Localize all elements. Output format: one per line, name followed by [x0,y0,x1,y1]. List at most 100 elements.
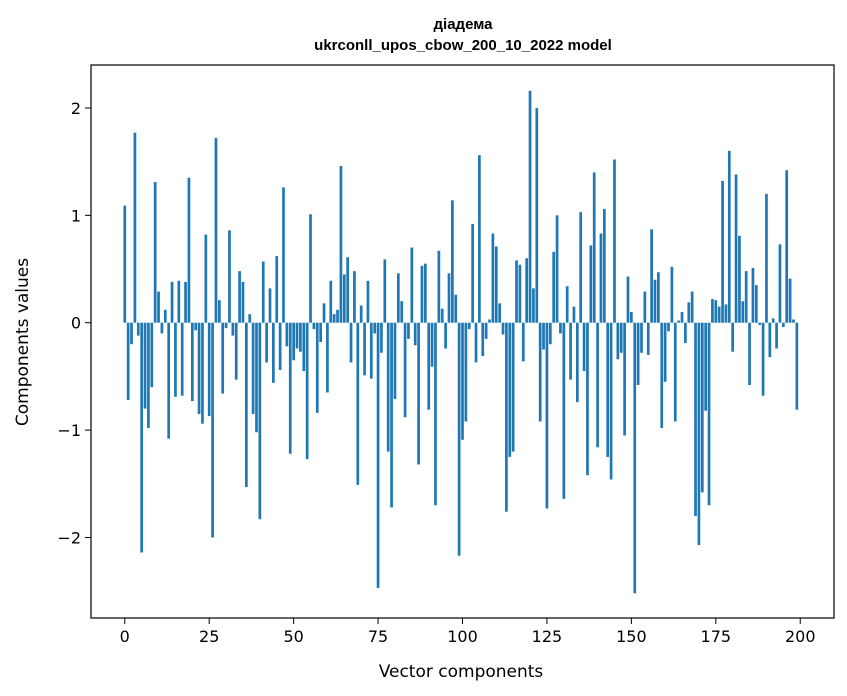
bar [545,322,549,509]
y-tick-label: −1 [57,421,81,440]
bar [231,322,235,336]
bar [717,306,721,323]
y-tick-label: 0 [71,314,81,333]
x-tick-label: 125 [532,627,563,646]
bar [471,223,474,323]
x-tick-label: 175 [701,627,732,646]
bar [741,301,745,323]
bar [626,276,630,323]
bar [265,322,268,363]
bar [599,233,603,323]
bar [383,259,387,323]
bar [609,322,613,480]
bar [373,322,377,334]
bar [535,107,539,323]
bar [494,246,498,323]
y-tick-label: 1 [71,206,81,225]
bar [707,322,711,506]
bar [444,322,447,349]
bar [319,322,322,343]
bar [515,260,518,323]
bar [430,322,434,367]
bar [184,281,187,323]
bars-group [123,90,799,594]
bar [670,266,674,323]
bar [214,138,218,323]
bar [778,244,782,323]
bar [342,274,346,323]
bar [143,322,147,409]
bar [211,322,214,538]
bar [413,322,417,346]
bar [738,235,741,323]
bar [761,322,765,396]
bar [336,309,339,323]
x-tick-label: 150 [616,627,647,646]
bar [302,322,306,372]
bar [657,272,660,323]
y-axis-label: Components values [13,258,33,426]
bar [346,257,350,323]
bar [258,322,262,520]
bar [781,322,785,328]
bar [704,322,708,411]
bar [478,155,481,323]
bar [157,291,160,323]
bar [613,159,616,323]
bar [420,265,424,323]
bar [727,150,731,323]
bar [788,278,792,323]
bar [369,322,373,379]
x-tick-label: 25 [199,627,219,646]
bar [451,200,454,323]
bar [491,233,495,323]
bar [194,322,198,331]
bar [569,322,572,380]
bar [754,285,758,323]
x-tick-label: 0 [120,627,130,646]
bar [552,251,556,323]
bar [204,234,208,323]
bar [376,322,380,588]
bar [673,322,677,422]
bar [765,193,768,323]
bar [461,322,464,440]
bar [565,286,569,323]
bar [160,322,164,334]
bar [424,263,427,323]
bar [684,322,687,344]
bar [440,308,444,323]
bar [353,271,356,323]
bar [667,322,670,332]
bar [322,303,326,323]
bar [589,245,593,323]
bar [217,300,221,323]
bar [630,311,633,323]
bar [228,230,231,323]
bar [582,322,586,372]
bar [650,229,653,323]
bar [602,208,606,323]
bar [282,187,285,323]
bar [359,305,363,323]
bar [619,322,623,353]
bar [268,288,272,323]
chart-subtitle: ukrconll_upos_cbow_200_10_2022 model [314,37,612,54]
bar [660,322,664,428]
x-tick-label: 50 [283,627,303,646]
bar [596,322,599,448]
bar [505,322,508,512]
bar [731,322,735,352]
bar [136,322,140,336]
bar [771,318,775,323]
bar [309,214,312,323]
x-tick-label: 75 [368,627,388,646]
bar [417,322,420,465]
bar [207,322,211,417]
bar [464,322,468,422]
bar [559,322,562,334]
bar [744,271,748,323]
bar [792,319,795,323]
bar [407,322,410,339]
bar [498,303,501,323]
